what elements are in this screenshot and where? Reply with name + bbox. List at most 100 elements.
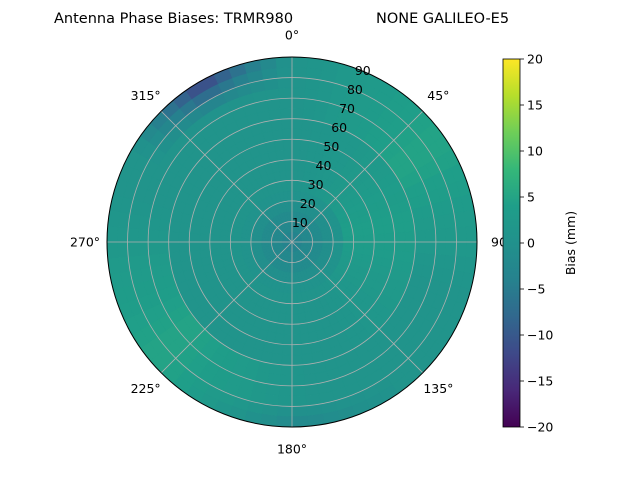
bias-cell [280,118,293,130]
bias-cell [276,66,293,79]
bias-cell [147,241,160,255]
bias-cell [284,159,293,171]
bias-cell [291,395,307,407]
bias-cell [147,229,160,243]
angular-grid-line [291,110,424,243]
bias-cell [291,333,302,346]
bias-cell [291,364,304,376]
bias-cell [230,241,242,248]
bias-cell [424,229,437,243]
bias-cell [199,233,211,243]
bias-cell [465,241,477,259]
bias-cell [291,282,297,294]
title-left: Antenna Phase Biases: TRMR980 [54,11,293,27]
bias-cell [199,241,211,251]
radial-tick-label: 40 [316,158,332,173]
bias-cell [353,235,365,243]
angular-tick-label: 225° [131,381,161,396]
bias-cell [445,241,457,257]
bias-cell [277,159,287,172]
bias-cell [291,415,309,427]
polar-axes: 10 20 30 40 50 60 70 80 90 0° 45° 90 135° 180° 225° 27… [70,28,507,457]
bias-cell [287,190,293,202]
angular-tick-label: 315° [131,88,161,103]
bias-cell [423,253,436,268]
colorbar-tick-label: 20 [527,52,543,67]
colorbar-tick-label: −5 [527,282,545,297]
bias-cell [137,241,149,256]
bias-cell [423,216,436,231]
bias-cell [291,66,308,79]
bias-cell [291,138,302,151]
bias-cell [291,97,305,110]
bias-cell [291,292,298,304]
bias-cell [424,241,437,255]
bias-cell [363,241,375,250]
angular-grid-line [160,241,293,374]
bias-cell [332,237,344,243]
bias-cell [291,77,307,89]
bias-cell [291,159,300,171]
bias-cell [278,385,293,397]
bias-cell [280,364,293,376]
bias-cell [275,149,286,162]
bias-cell [178,241,190,253]
bias-cell [275,415,293,427]
angular-tick-label: 0° [285,28,299,43]
bias-cell [250,241,262,246]
bias-cell [285,169,293,181]
bias-cell [300,342,312,355]
bias-cell [303,373,318,386]
bias-cell [266,373,281,386]
bias-cell [219,241,231,249]
bias-cell [402,220,416,233]
bias-cell [291,385,306,397]
bias-cell [179,250,192,262]
bias-cell [116,241,129,258]
bias-cell [291,374,305,387]
radial-tick-label: 20 [300,196,316,211]
bias-cell [414,230,426,243]
bias-cell [268,108,282,121]
bias-cell [168,241,180,254]
bias-cell [414,241,426,254]
bias-cell [404,230,416,243]
bias-cell [291,272,296,284]
radial-tick-labels: 10 20 30 40 50 60 70 80 90 [292,63,371,230]
radial-tick-label: 90 [355,63,371,78]
bias-cell [445,227,457,243]
colorbar: 20 15 10 5 0 −5 −10 −15 −20 Bias (mm) [502,52,578,435]
bias-cell [279,374,293,387]
bias-cell [158,230,170,243]
bias-cell [291,149,301,161]
bias-cell [283,149,293,161]
colorbar-tick-label: −15 [527,374,553,389]
bias-cell [278,87,293,99]
bias-cell [394,231,406,243]
bias-cell [286,180,293,192]
bias-cell [297,312,307,325]
bias-cell [275,57,293,69]
bias-cell [188,241,201,252]
colorbar-tick-label: 0 [527,236,535,251]
bias-cell [158,218,171,232]
bias-cell [382,223,395,235]
title-right: NONE GALILEO-E5 [376,11,509,27]
bias-cell [455,241,468,258]
bias-cell [277,77,293,89]
bias-cell [435,228,447,243]
bias-cell [322,238,334,243]
angular-tick-label: 135° [423,381,453,396]
bias-cell [288,200,293,212]
bias-cell [199,248,212,259]
bias-cell [107,225,119,243]
bias-cell [127,241,139,257]
bias-cell [272,129,284,142]
bias-cell [209,247,222,257]
bias-cell [276,405,293,418]
radial-tick-label: 50 [323,139,339,154]
angular-grid-line [291,241,424,374]
bias-cell [413,252,426,266]
bias-cell [280,108,293,120]
